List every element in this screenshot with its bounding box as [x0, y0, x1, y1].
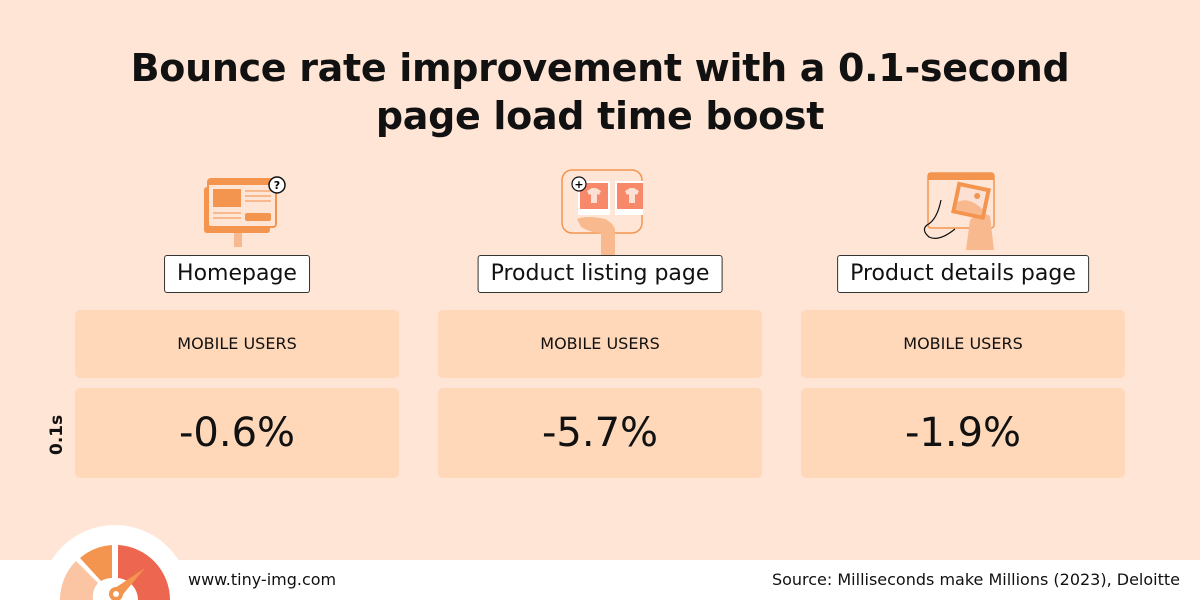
row-label: 0.1s: [47, 414, 67, 455]
column-label: Product details page: [837, 255, 1089, 293]
speedometer-icon: [40, 525, 190, 600]
column-label: Homepage: [164, 255, 310, 293]
value-cell: -1.9%: [801, 388, 1125, 478]
column-label: Product listing page: [477, 255, 723, 293]
value-cell: -0.6%: [75, 388, 399, 478]
title-line-1: Bounce rate improvement with a 0.1-secon…: [130, 46, 1070, 90]
column-header-cell: MOBILE USERS: [438, 310, 762, 378]
page-title: Bounce rate improvement with a 0.1-secon…: [0, 44, 1200, 140]
value-cell: -5.7%: [438, 388, 762, 478]
monitor-icon: ?: [204, 176, 286, 247]
product-details-icon: [923, 172, 995, 250]
source-citation: Source: Milliseconds make Millions (2023…: [771, 570, 1180, 589]
site-link[interactable]: www.tiny-img.com: [188, 570, 337, 589]
product-listing-icon: +: [561, 169, 643, 255]
footer: www.tiny-img.com Source: Milliseconds ma…: [0, 560, 1200, 600]
column-header-cell: MOBILE USERS: [801, 310, 1125, 378]
title-line-2: page load time boost: [375, 94, 825, 138]
column-header-cell: MOBILE USERS: [75, 310, 399, 378]
svg-text:?: ?: [274, 179, 280, 192]
svg-text:+: +: [574, 178, 583, 191]
